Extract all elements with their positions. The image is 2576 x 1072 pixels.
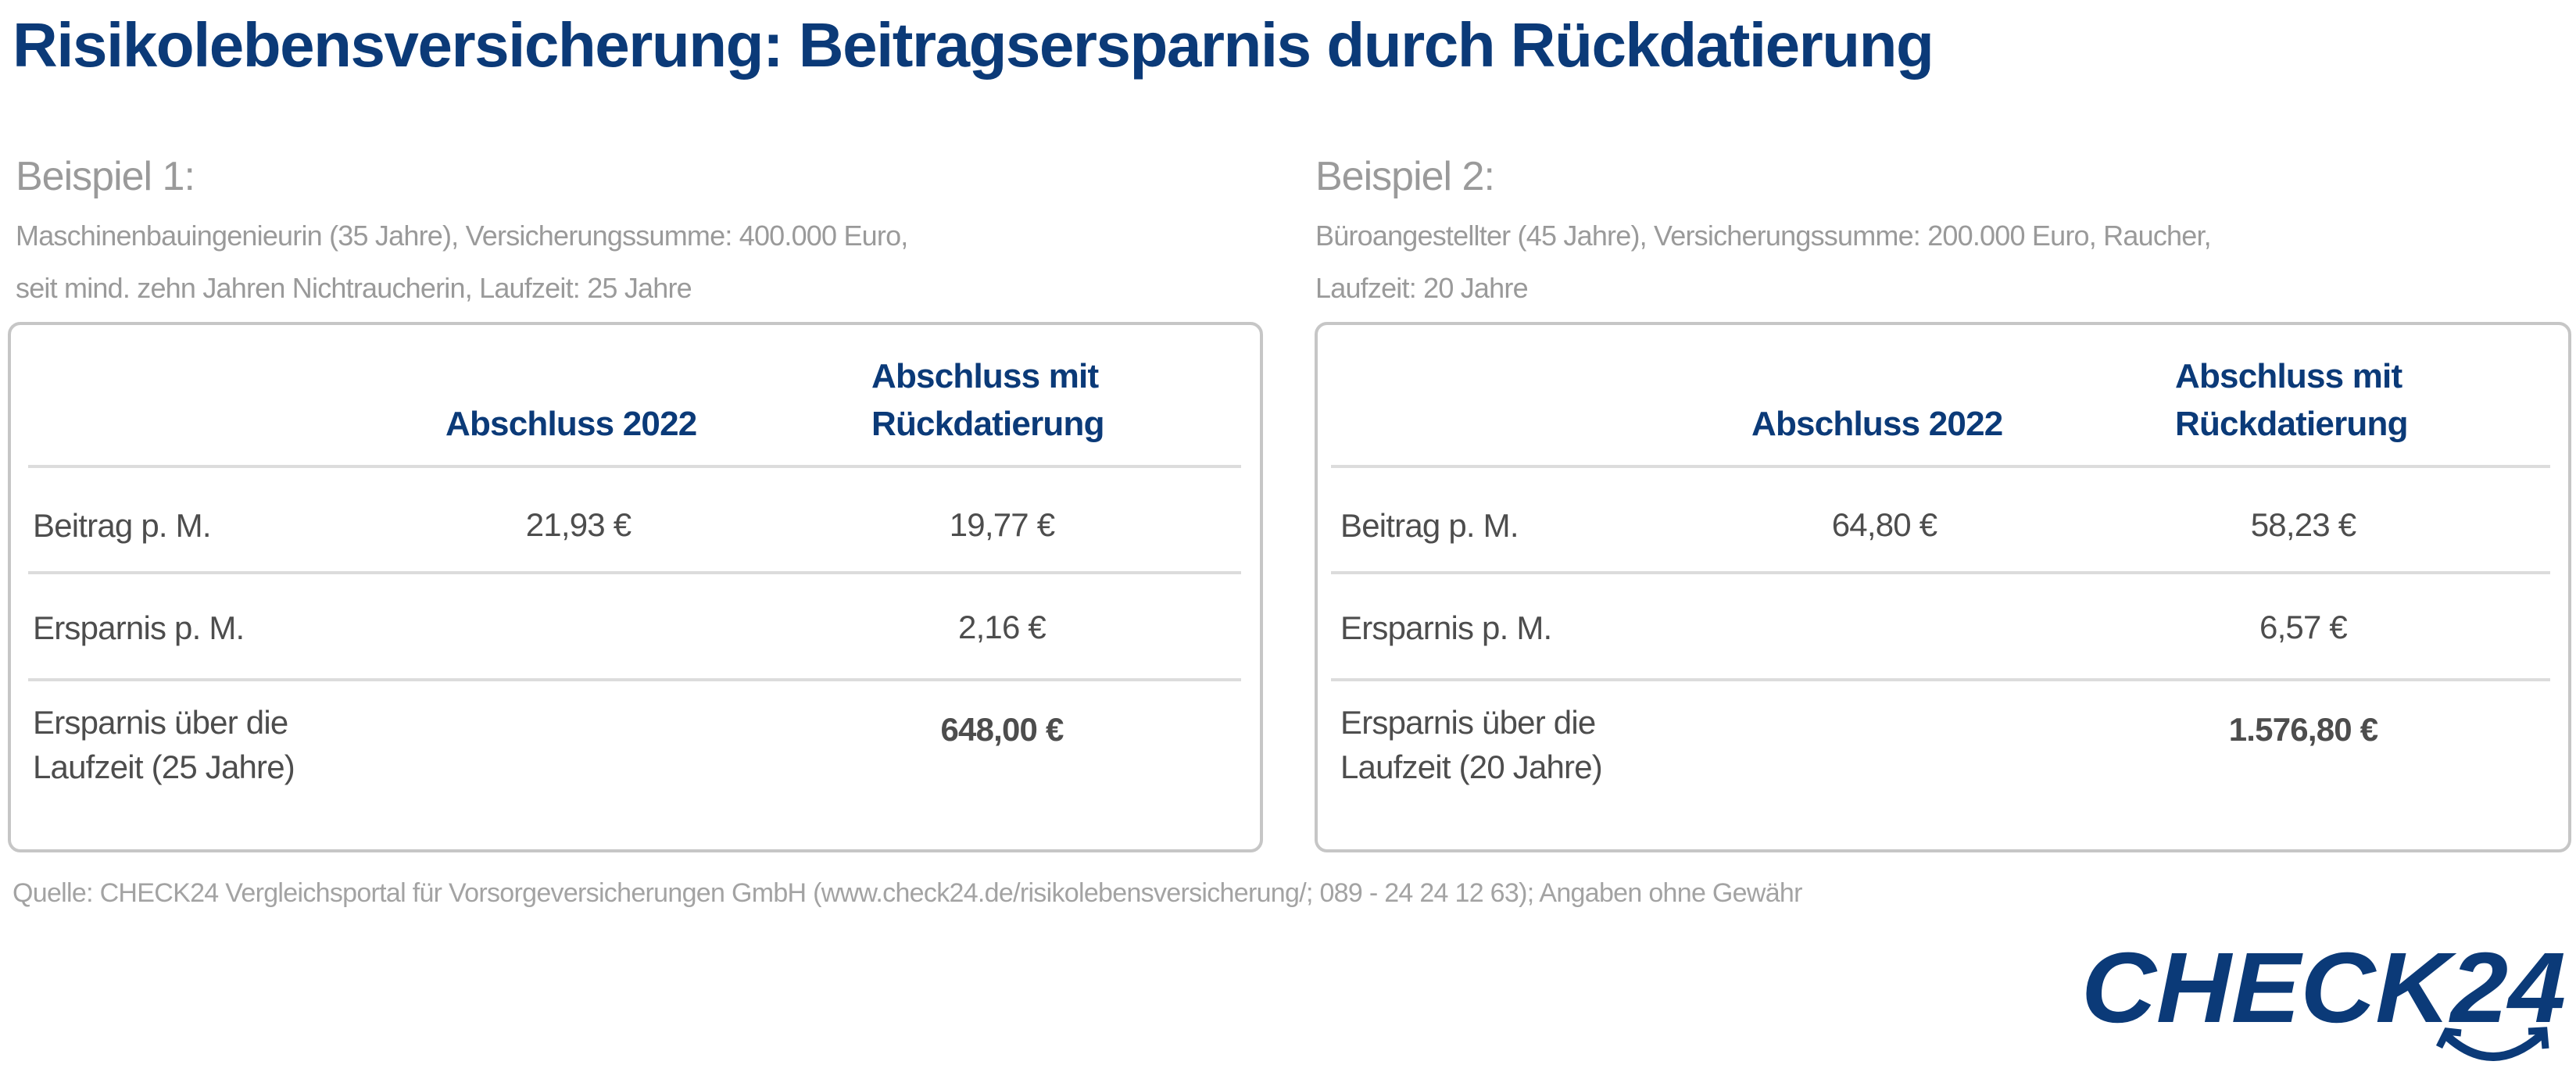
label-line: Laufzeit (25 Jahre)	[33, 749, 295, 785]
row-label: Beitrag p. M.	[33, 507, 212, 544]
row-divider	[1331, 678, 2550, 681]
cell-value: 64,80 €	[1831, 506, 1937, 543]
row-label: Beitrag p. M.	[1340, 507, 1519, 544]
cell-value: 19,77 €	[949, 506, 1055, 543]
header-line: Rückdatierung	[2175, 405, 2408, 443]
arrow-left	[2435, 1027, 2462, 1049]
example-1-table	[8, 322, 1263, 852]
example-1-col-header-backdating: Abschluss mit Rückdatierung	[871, 352, 1104, 448]
svg-text:CHECK24: CHECK24	[2081, 938, 2566, 1044]
example-2-description: Büroangestellter (45 Jahre), Versicherun…	[1315, 209, 2212, 314]
label-line: Laufzeit (20 Jahre)	[1340, 749, 1603, 785]
arrow-right	[2528, 1027, 2549, 1049]
example-2-desc-line-2: Laufzeit: 20 Jahre	[1315, 272, 1529, 304]
row-label: Ersparnis über die Laufzeit (20 Jahre)	[1340, 700, 1603, 789]
row-label: Ersparnis p. M.	[33, 609, 245, 646]
cell-value: 6,57 €	[2259, 609, 2348, 645]
page-title: Risikolebensversicherung: Beitragserspar…	[13, 10, 1934, 80]
example-2-col-header-backdating: Abschluss mit Rückdatierung	[2175, 352, 2408, 448]
total-savings-value: 1.576,80 €	[2228, 711, 2378, 748]
label-line: Ersparnis über die	[1340, 704, 1596, 741]
example-2-table	[1315, 322, 2571, 852]
cell-value: 58,23 €	[2250, 506, 2356, 543]
label-line: Ersparnis über die	[33, 704, 288, 741]
source-note: Quelle: CHECK24 Vergleichsportal für Vor…	[13, 878, 1802, 908]
row-divider	[1331, 571, 2550, 574]
cell-value: 2,16 €	[958, 609, 1046, 645]
header-line: Abschluss mit	[871, 357, 1099, 395]
row-divider	[28, 678, 1241, 681]
row-divider	[1331, 465, 2550, 468]
row-divider	[28, 571, 1241, 574]
example-2-col-header-2022: Abschluss 2022	[1751, 405, 2003, 443]
cell-value: 21,93 €	[525, 506, 631, 543]
row-divider	[28, 465, 1241, 468]
row-label: Ersparnis p. M.	[1340, 609, 1552, 646]
check24-logo: CHECK24	[2081, 938, 2566, 1061]
example-1-col-header-2022: Abschluss 2022	[445, 405, 697, 443]
example-1-description: Maschinenbauingenieurin (35 Jahre), Vers…	[16, 209, 908, 314]
header-line: Abschluss mit	[2175, 357, 2402, 395]
smile-arc	[2444, 1031, 2545, 1061]
total-savings-value: 648,00 €	[940, 711, 1064, 748]
example-1-desc-line-2: seit mind. zehn Jahren Nichtraucherin, L…	[16, 272, 692, 304]
row-label: Ersparnis über die Laufzeit (25 Jahre)	[33, 700, 295, 789]
header-line: Rückdatierung	[871, 405, 1104, 443]
example-1-heading: Beispiel 1:	[16, 154, 195, 199]
example-1-desc-line-1: Maschinenbauingenieurin (35 Jahre), Vers…	[16, 220, 908, 252]
example-2-heading: Beispiel 2:	[1315, 154, 1495, 199]
example-2-desc-line-1: Büroangestellter (45 Jahre), Versicherun…	[1315, 220, 2212, 252]
